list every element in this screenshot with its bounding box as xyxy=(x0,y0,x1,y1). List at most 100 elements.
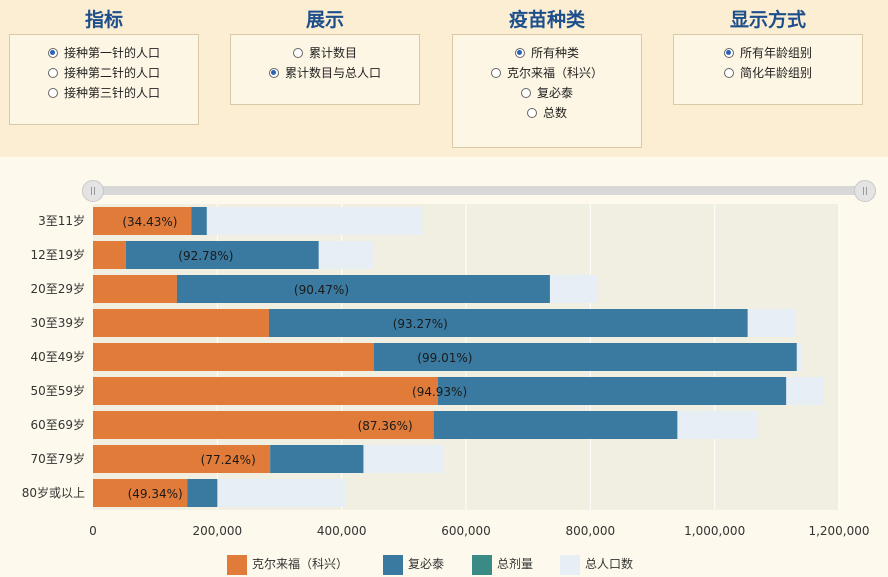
x-tick-label: 1,000,000 xyxy=(684,524,745,538)
vaccine-option-2[interactable]: 复必泰 xyxy=(459,83,635,103)
percent-label: (87.36%) xyxy=(358,419,413,433)
category-label: 12至19岁 xyxy=(30,247,85,262)
category-label: 60至69岁 xyxy=(30,417,85,432)
biontech-bar xyxy=(373,343,797,371)
biontech-bar xyxy=(438,377,787,405)
percent-label: (93.27%) xyxy=(393,317,448,331)
sinovac-bar xyxy=(93,207,192,235)
display-option-0[interactable]: 累计数目 xyxy=(237,43,413,63)
range-slider-left-handle[interactable] xyxy=(82,180,104,202)
vaccine-options: 所有种类克尔来福（科兴） 复必泰总数 xyxy=(452,34,642,148)
sinovac-bar xyxy=(93,445,271,473)
sinovac-bar xyxy=(93,377,439,405)
radio-icon[interactable] xyxy=(268,67,279,78)
metric-panel: 指标 接种第一针的人口接种第二针的人口接种第三针的人口 xyxy=(9,8,199,125)
vaccine-panel: 疫苗种类 所有种类克尔来福（科兴） 复必泰总数 xyxy=(452,8,642,148)
x-tick-label: 200,000 xyxy=(193,524,243,538)
legend-label: 总剂量 xyxy=(497,557,534,571)
biontech-bar xyxy=(270,445,364,473)
percent-label: (94.93%) xyxy=(412,385,467,399)
range-slider-right-handle[interactable] xyxy=(854,180,876,202)
legend-swatch xyxy=(560,554,580,575)
legend-item[interactable]: 复必泰 xyxy=(383,553,444,575)
sinovac-bar xyxy=(93,343,374,371)
mode-option-1[interactable]: 简化年龄组别 xyxy=(680,63,856,83)
radio-icon[interactable] xyxy=(490,67,501,78)
vaccine-panel-title: 疫苗种类 xyxy=(508,9,585,31)
display-option-label: 累计数目 xyxy=(308,46,357,60)
legend-item[interactable]: 总人口数 xyxy=(560,553,633,575)
biontech-bar xyxy=(125,241,319,269)
legend-item[interactable]: 克尔来福（科兴） xyxy=(227,553,348,575)
x-tick-label: 800,000 xyxy=(566,524,616,538)
metric-options: 接种第一针的人口接种第二针的人口接种第三针的人口 xyxy=(9,34,199,125)
category-label: 70至79岁 xyxy=(30,451,85,466)
sinovac-bar xyxy=(93,411,434,439)
mode-panel-title: 显示方式 xyxy=(729,9,806,31)
vaccine-option-0[interactable]: 所有种类 xyxy=(459,43,635,63)
percent-label: (49.34%) xyxy=(128,487,183,501)
radio-icon[interactable] xyxy=(47,87,58,98)
biontech-bar xyxy=(176,275,550,303)
mode-option-0[interactable]: 所有年龄组别 xyxy=(680,43,856,63)
metric-option-1[interactable]: 接种第二针的人口 xyxy=(16,63,192,83)
radio-icon[interactable] xyxy=(520,87,531,98)
legend-item[interactable]: 总剂量 xyxy=(472,553,533,575)
radio-icon[interactable] xyxy=(292,47,303,58)
legend-label: 复必泰 xyxy=(408,557,445,571)
sinovac-bar xyxy=(93,309,269,337)
radio-icon[interactable] xyxy=(723,47,734,58)
metric-option-0[interactable]: 接种第一针的人口 xyxy=(16,43,192,63)
x-tick-label: 600,000 xyxy=(441,524,491,538)
percent-label: (99.01%) xyxy=(417,351,472,365)
category-label: 20至29岁 xyxy=(30,281,85,296)
display-panel: 展示 累计数目累计数目与总人口 xyxy=(230,8,420,105)
legend-label: 总人口数 xyxy=(585,557,634,571)
metric-option-2[interactable]: 接种第三针的人口 xyxy=(16,83,192,103)
display-option-label: 累计数目与总人口 xyxy=(284,66,381,80)
display-options: 累计数目累计数目与总人口 xyxy=(230,34,420,105)
percent-label: (34.43%) xyxy=(122,215,177,229)
vaccine-option-label: 总数 xyxy=(542,106,567,120)
biontech-bar xyxy=(268,309,748,337)
legend-swatch xyxy=(383,554,403,575)
sinovac-bar xyxy=(93,479,188,507)
category-label: 80岁或以上 xyxy=(22,485,85,500)
radio-icon[interactable] xyxy=(723,67,734,78)
metric-option-label: 接种第三针的人口 xyxy=(63,86,160,100)
category-label: 40至49岁 xyxy=(30,349,85,364)
mode-option-label: 所有年龄组别 xyxy=(739,46,812,60)
metric-option-label: 接种第一针的人口 xyxy=(63,46,160,60)
mode-options: 所有年龄组别 简化年龄组别 xyxy=(673,34,863,105)
range-slider-track[interactable] xyxy=(92,186,866,195)
vaccine-option-label: 复必泰 xyxy=(536,86,573,100)
legend-swatch xyxy=(227,554,247,575)
display-panel-title: 展示 xyxy=(305,9,344,31)
x-tick-label: 400,000 xyxy=(317,524,367,538)
vaccine-option-1[interactable]: 克尔来福（科兴） xyxy=(459,63,635,83)
mode-panel: 显示方式 所有年龄组别 简化年龄组别 xyxy=(673,8,863,105)
metric-panel-title: 指标 xyxy=(84,9,123,31)
radio-icon[interactable] xyxy=(47,47,58,58)
category-label: 3至11岁 xyxy=(38,213,85,228)
vaccine-option-label: 所有种类 xyxy=(530,46,579,60)
category-label: 30至39岁 xyxy=(30,315,85,330)
sinovac-bar xyxy=(93,241,126,269)
mode-option-label: 简化年龄组别 xyxy=(739,66,812,80)
radio-icon[interactable] xyxy=(514,47,525,58)
percent-label: (90.47%) xyxy=(294,283,349,297)
radio-icon[interactable] xyxy=(47,67,58,78)
biontech-bar xyxy=(433,411,678,439)
percent-label: (92.78%) xyxy=(178,249,233,263)
biontech-bar xyxy=(191,207,207,235)
x-tick-label: 1,200,000 xyxy=(808,524,869,538)
biontech-bar xyxy=(187,479,218,507)
legend-swatch xyxy=(472,554,492,575)
vaccine-option-3[interactable]: 总数 xyxy=(459,103,635,123)
radio-icon[interactable] xyxy=(526,107,537,118)
display-option-1[interactable]: 累计数目与总人口 xyxy=(237,63,413,83)
vaccine-option-label: 克尔来福（科兴） xyxy=(506,66,603,80)
sinovac-bar xyxy=(93,275,177,303)
legend-label: 克尔来福（科兴） xyxy=(252,557,349,571)
